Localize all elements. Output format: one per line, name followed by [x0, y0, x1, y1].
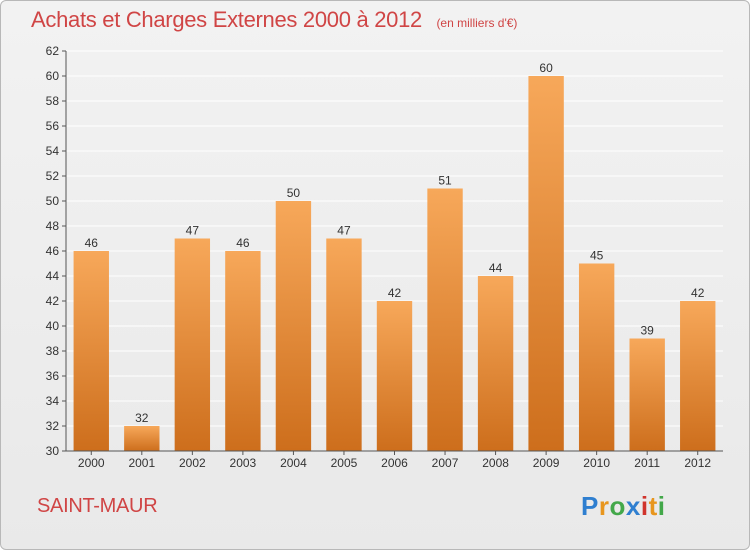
y-tick-label: 40 — [46, 319, 60, 333]
title-row: Achats et Charges Externes 2000 à 2012 (… — [31, 7, 517, 33]
logo-letter: t — [648, 491, 658, 521]
bar-2011 — [629, 338, 665, 451]
value-label-2004: 50 — [287, 186, 301, 200]
value-label-2000: 46 — [85, 236, 99, 250]
bar-2001 — [124, 426, 160, 451]
y-tick-label: 44 — [46, 269, 60, 283]
logo-letter: i — [657, 491, 666, 521]
y-tick-label: 62 — [46, 44, 60, 58]
bar-2003 — [225, 251, 261, 451]
chart-subtitle: (en milliers d'€) — [436, 16, 518, 30]
value-label-2007: 51 — [438, 174, 452, 188]
axes: 30 32 34 36 38 40 42 44 46 48 50 52 54 56 58 60 62 2000 20… — [46, 44, 723, 470]
y-tick-label: 56 — [46, 119, 60, 133]
y-tick-label: 42 — [46, 294, 60, 308]
x-tick-label-2000: 2000 — [78, 456, 105, 470]
y-tick-label: 58 — [46, 94, 60, 108]
x-tick-label-2010: 2010 — [583, 456, 610, 470]
bar-2008 — [477, 276, 514, 451]
y-tick-label: 54 — [46, 144, 60, 158]
y-tick-label: 46 — [46, 244, 60, 258]
x-tick-label-2011: 2011 — [634, 456, 660, 470]
logo-letter: r — [598, 491, 610, 521]
bar-2000 — [73, 251, 109, 451]
y-tick-label: 32 — [46, 419, 60, 433]
x-tick-label-2005: 2005 — [331, 456, 358, 470]
logo-letter: i — [640, 491, 649, 521]
value-label-2002: 47 — [186, 224, 200, 238]
city-label: SAINT-MAUR — [37, 495, 158, 517]
value-label-2003: 46 — [236, 236, 250, 250]
x-tick-label-2009: 2009 — [533, 456, 560, 470]
y-tick-label: 60 — [46, 69, 60, 83]
bar-2005 — [326, 238, 362, 451]
y-tick-label: 34 — [46, 394, 60, 408]
y-tick-label: 36 — [46, 369, 60, 383]
value-label-2010: 45 — [590, 249, 604, 263]
y-tick-label: 30 — [46, 444, 60, 458]
y-tick-label: 38 — [46, 344, 60, 358]
value-label-2009: 60 — [539, 61, 553, 75]
bar-2007 — [427, 188, 463, 451]
x-tick-label-2002: 2002 — [179, 456, 206, 470]
bar-2004 — [275, 201, 312, 451]
bar-2006 — [376, 301, 413, 451]
x-tick-label-2007: 2007 — [432, 456, 459, 470]
bar-2012 — [680, 301, 716, 451]
y-tick-label: 48 — [46, 219, 60, 233]
proxiti-logo[interactable]: Proxiti — [581, 491, 665, 522]
x-tick-label-2008: 2008 — [482, 456, 509, 470]
bar-2010 — [578, 263, 615, 451]
x-tick-label-2006: 2006 — [381, 456, 408, 470]
value-label-2008: 44 — [489, 261, 503, 275]
logo-letter: o — [609, 491, 626, 521]
value-label-2001: 32 — [135, 411, 149, 425]
chart-title: Achats et Charges Externes 2000 à 2012 — [31, 7, 422, 32]
logo-letter: x — [625, 491, 641, 521]
y-tick-label: 52 — [46, 169, 60, 183]
value-label-2006: 42 — [388, 286, 402, 300]
x-tick-label-2004: 2004 — [280, 456, 307, 470]
value-label-2012: 42 — [691, 286, 705, 300]
y-tick-label: 50 — [46, 194, 60, 208]
bar-2009 — [528, 76, 564, 451]
x-tick-label-2001: 2001 — [128, 456, 155, 470]
value-label-2005: 47 — [337, 224, 351, 238]
value-label-2011: 39 — [641, 324, 655, 338]
logo-letter: P — [581, 491, 599, 521]
x-tick-label-2003: 2003 — [230, 456, 257, 470]
bar-2002 — [174, 238, 211, 451]
bars: 46 32 47 46 50 47 42 51 44 60 45 39 42 — [73, 61, 716, 451]
x-tick-label-2012: 2012 — [684, 456, 711, 470]
